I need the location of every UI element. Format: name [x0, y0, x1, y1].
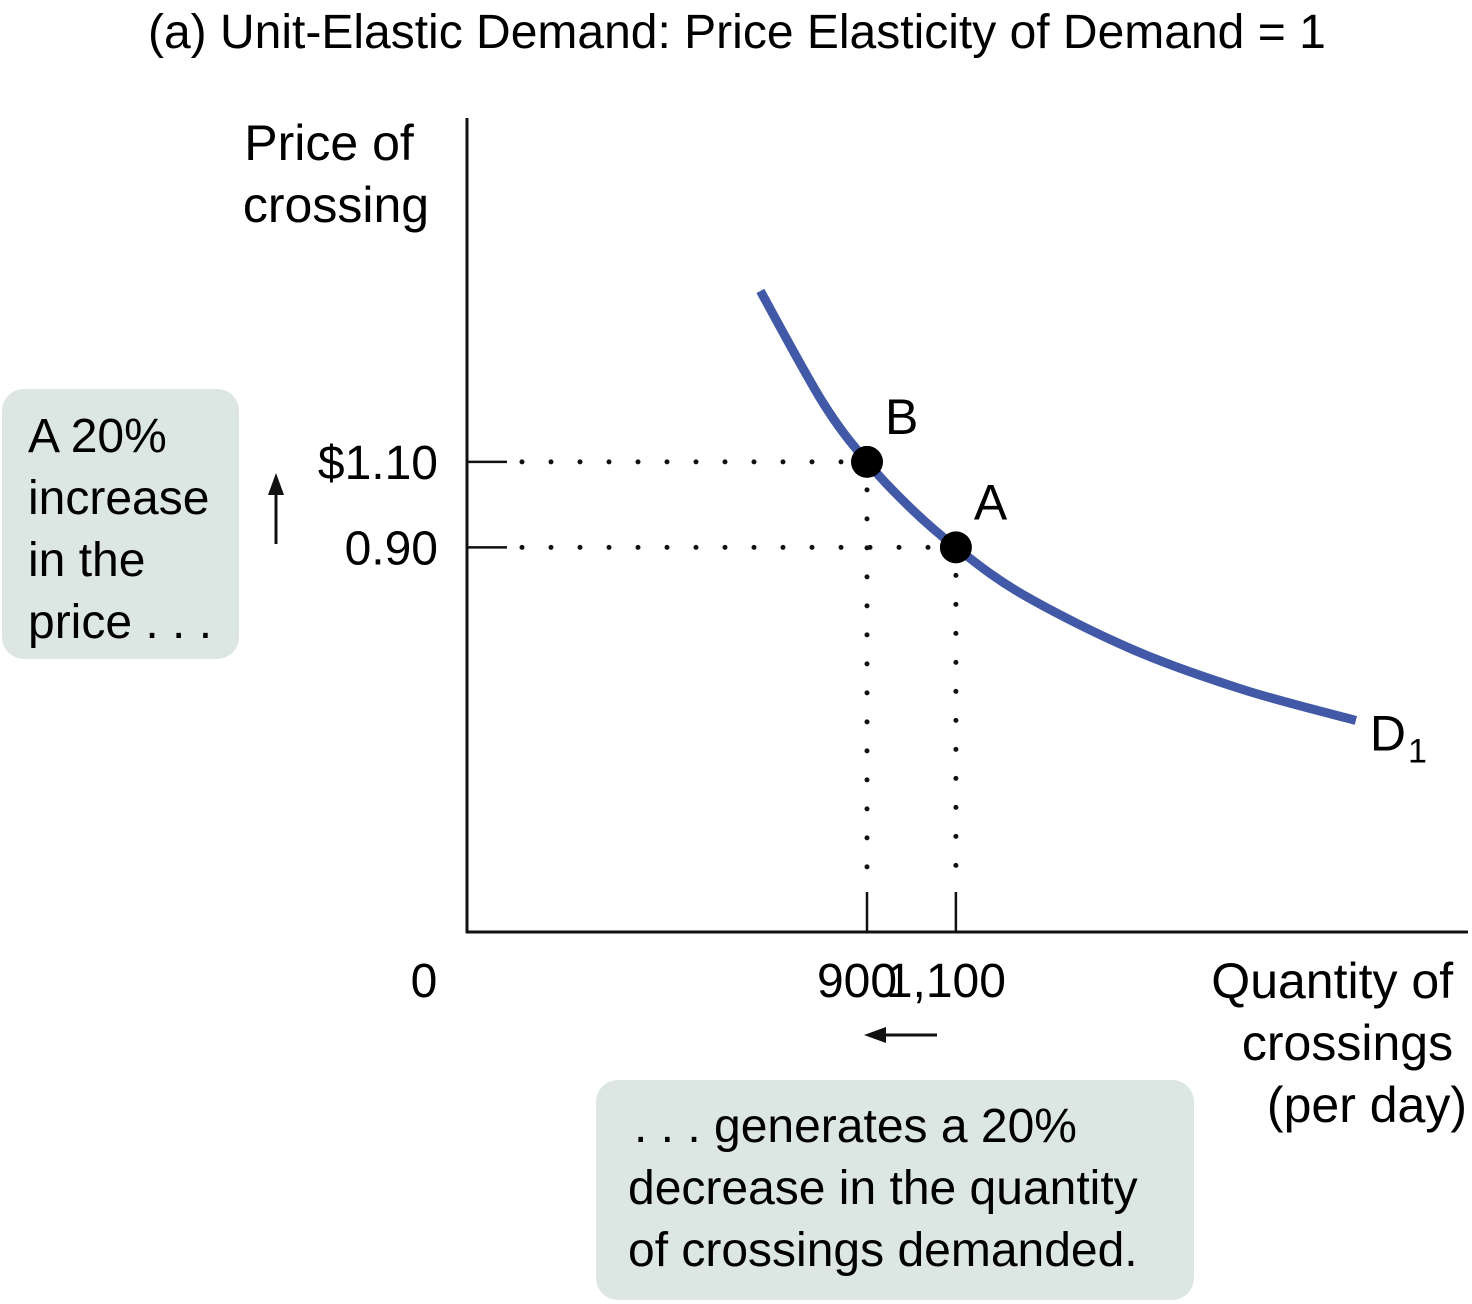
origin-label: 0 [411, 955, 438, 1008]
point-label-a: A [974, 474, 1008, 530]
demand-curve-d1 [756, 288, 1358, 725]
x-tick-label-900: 900 [817, 955, 897, 1008]
point-b [851, 445, 883, 478]
quantity-note-line-2: decrease in the quantity [628, 1162, 1138, 1215]
y-axis-label-line-2: crossing [243, 177, 429, 233]
up-arrow-icon [268, 473, 284, 544]
price-note: A 20% increase in the price . . . [28, 410, 223, 649]
quantity-note: . . . generates a 20% decrease in the qu… [628, 1100, 1151, 1277]
y-tick-label-1-10: $1.10 [318, 437, 438, 490]
price-note-line-4: price . . . [28, 596, 212, 649]
x-axis-label: Quantity of crossings (per day) [1211, 953, 1467, 1133]
point-a [939, 531, 972, 564]
data-points: BA [851, 389, 1008, 564]
quantity-note-box [596, 1080, 1194, 1300]
quantity-note-line-3: of crossings demanded. [628, 1224, 1138, 1277]
left-arrow-icon [864, 1027, 937, 1043]
y-axis-label: Price of crossing [243, 115, 429, 233]
point-label-b: B [885, 389, 918, 445]
curve-label-name: D [1370, 705, 1406, 761]
price-note-box [2, 389, 239, 659]
x-axis-label-line-3: (per day) [1267, 1077, 1467, 1133]
quantity-note-line-1: . . . generates a 20% [634, 1100, 1077, 1153]
tick-marks [467, 460, 958, 932]
price-note-line-1: A 20% [28, 410, 167, 463]
price-note-line-2: increase [28, 472, 209, 525]
y-axis-label-line-1: Price of [244, 115, 414, 171]
price-note-line-3: in the [28, 534, 145, 587]
chart-title: (a) Unit-Elastic Demand: Price Elasticit… [148, 6, 1326, 59]
curve-label: D1 [1370, 705, 1427, 770]
x-axis-label-line-2: crossings [1242, 1015, 1453, 1071]
x-tick-label-1-100: 1,100 [886, 955, 1006, 1008]
curve-label-subscript: 1 [1408, 732, 1427, 770]
guide-lines [519, 459, 959, 883]
x-axis-label-line-1: Quantity of [1211, 953, 1453, 1009]
demand-curve-layer: D1 [756, 288, 1427, 770]
y-tick-label-0-90: 0.90 [345, 522, 438, 575]
